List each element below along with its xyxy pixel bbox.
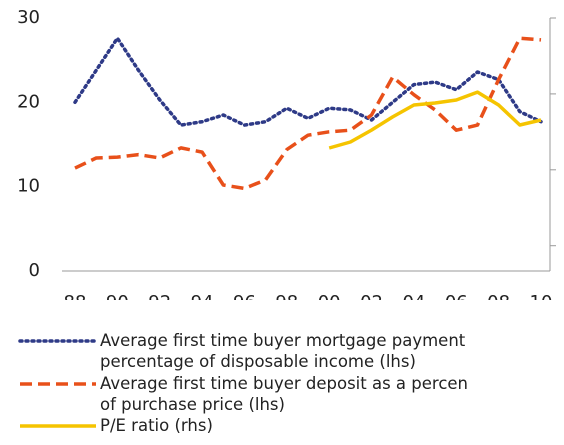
chart: 0 10 20 30 88 90 92 94 96 98 00 02 04 06 08 10	[17, 7, 556, 300]
legend-swatch	[18, 339, 98, 343]
y-tick-label: 0	[29, 260, 40, 281]
series-line	[328, 90, 542, 150]
x-tick-label: 04	[402, 292, 425, 300]
x-tick-label: 08	[487, 292, 510, 300]
series-line	[73, 36, 543, 127]
x-tick-label: 00	[318, 292, 341, 300]
x-tick-label: 06	[445, 292, 468, 300]
x-tick-label: 94	[191, 292, 214, 300]
x-tick-label: 90	[106, 292, 129, 300]
x-tick-label: 88	[64, 292, 87, 300]
x-tick-label: 96	[233, 292, 256, 300]
series-line	[74, 36, 542, 191]
x-tick-label: 10	[530, 292, 553, 300]
x-tick-label: 92	[148, 292, 171, 300]
legend-label: Average first time buyer deposit as a pe…	[100, 374, 469, 414]
legend-label: Average first time buyer mortgage paymen…	[100, 331, 466, 371]
y-tick-label: 10	[17, 176, 40, 197]
y-tick-label: 30	[17, 7, 40, 28]
x-tick-label: 02	[360, 292, 383, 300]
y-tick-label: 20	[17, 91, 40, 112]
x-tick-label: 98	[275, 292, 298, 300]
legend-swatch	[20, 424, 96, 428]
legend-label: P/E ratio (rhs)	[100, 416, 213, 435]
legend-swatch	[20, 382, 96, 386]
